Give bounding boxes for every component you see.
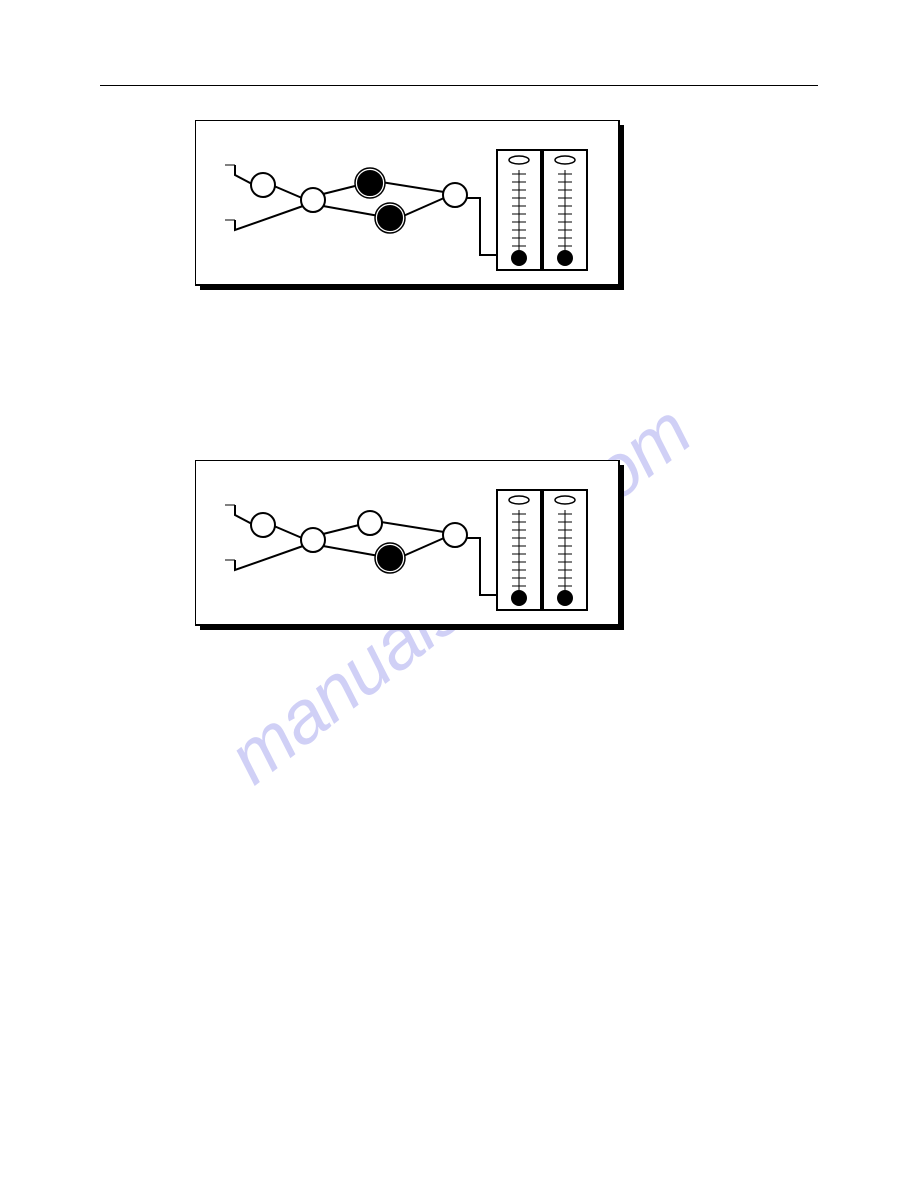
diagram-1 [195, 120, 625, 297]
page-header-line [100, 85, 818, 86]
diagram-2 [195, 460, 625, 637]
diagram-1-svg [195, 120, 625, 292]
diagram-2-svg [195, 460, 625, 632]
